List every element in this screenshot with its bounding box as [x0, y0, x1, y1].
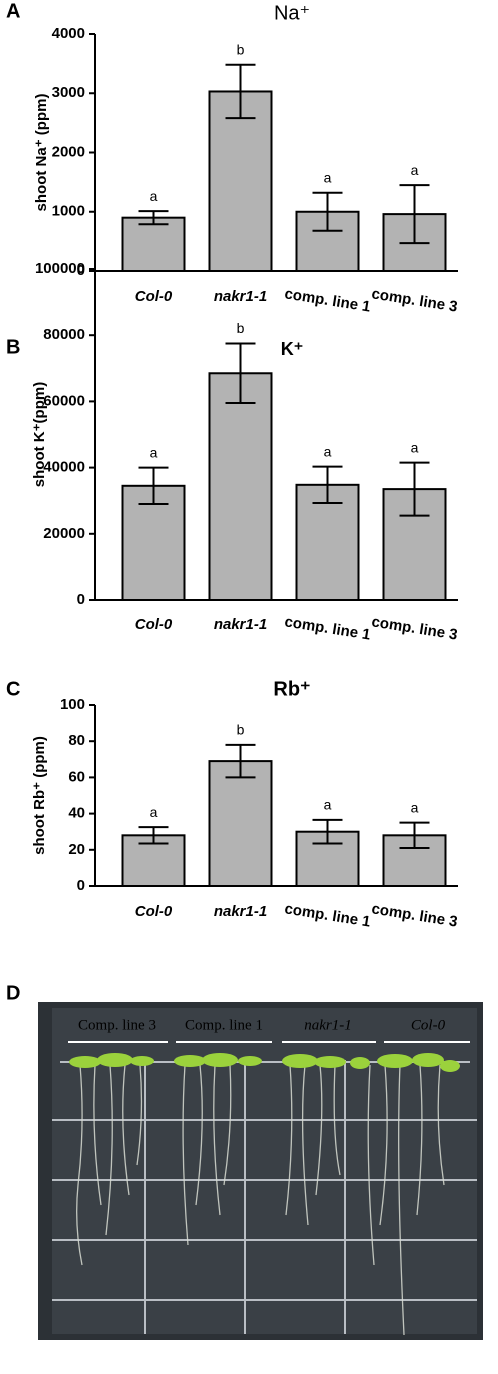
error-bar [399, 184, 430, 245]
x-tick-label: comp. line 1 [283, 613, 371, 643]
y-tick-label: 0 [77, 591, 85, 608]
photo-label: Comp. line 1 [185, 1017, 263, 1033]
bar [208, 760, 273, 887]
y-tick-label: 3000 [52, 84, 85, 101]
y-tick-label: 60000 [43, 392, 85, 409]
error-bar [225, 63, 256, 120]
bar [121, 216, 186, 273]
panel-label: A [6, 0, 20, 22]
x-tick-label: nakr1-1 [214, 288, 267, 305]
error-bar [225, 743, 256, 779]
significance-letter: b [237, 320, 245, 336]
error-bar [312, 191, 343, 232]
chart-title: Rb⁺ [273, 678, 310, 700]
y-tick-label: 0 [77, 262, 85, 279]
significance-letter: a [150, 804, 158, 820]
significance-letter: b [237, 722, 245, 738]
error-bar [312, 818, 343, 845]
roots [76, 1064, 445, 1336]
x-tick-label: comp. line 3 [370, 613, 458, 643]
chart-title: Na⁺ [274, 2, 310, 24]
significance-letter: a [324, 169, 332, 185]
y-tick-label: 40 [68, 805, 85, 822]
panel-label: C [6, 678, 20, 700]
x-tick-label: nakr1-1 [214, 616, 267, 633]
y-tick-label: 20 [68, 841, 85, 858]
error-bar [399, 461, 430, 517]
x-tick-label: Col-0 [135, 288, 173, 305]
photo-panel [38, 1002, 483, 1340]
y-tick-label: 80 [68, 732, 85, 749]
photo-label: nakr1-1 [304, 1017, 352, 1033]
x-tick-label: nakr1-1 [214, 903, 267, 920]
y-tick-label: 0 [77, 877, 85, 894]
photo-label: Col-0 [411, 1017, 446, 1033]
significance-letter: a [324, 443, 332, 459]
error-bar [225, 342, 256, 405]
x-tick-label: comp. line 1 [283, 285, 371, 315]
error-bar [138, 210, 169, 226]
error-bar [399, 821, 430, 849]
x-tick-label: comp. line 3 [370, 900, 458, 930]
significance-letter: a [324, 797, 332, 813]
photo-label: Comp. line 3 [78, 1017, 156, 1033]
significance-letter: b [237, 42, 245, 58]
significance-letter: a [411, 162, 419, 178]
y-tick-label: 2000 [52, 143, 85, 160]
y-tick-label: 100000 [35, 260, 85, 277]
x-tick-label: Col-0 [135, 903, 173, 920]
y-tick-label: 20000 [43, 525, 85, 542]
x-tick-label: comp. line 3 [370, 285, 458, 315]
significance-letter: a [411, 439, 419, 455]
y-axis-title: shoot Na⁺ (ppm) [33, 94, 50, 212]
chart-title: K⁺ [281, 339, 304, 359]
y-tick-label: 1000 [52, 203, 85, 220]
error-bar [138, 466, 169, 506]
x-tick-label: comp. line 1 [283, 900, 371, 930]
leaves [69, 1053, 460, 1072]
x-tick-label: Col-0 [135, 616, 173, 633]
bar [208, 372, 273, 602]
y-tick-label: 100 [60, 696, 85, 713]
error-bar [138, 826, 169, 845]
significance-letter: a [411, 799, 419, 815]
y-tick-label: 60 [68, 768, 85, 785]
y-tick-label: 4000 [52, 25, 85, 42]
significance-letter: a [150, 444, 158, 460]
significance-letter: a [150, 188, 158, 204]
y-tick-label: 40000 [43, 459, 85, 476]
panel-label: D [6, 982, 20, 1004]
error-bar [312, 465, 343, 505]
y-axis-title: shoot Rb⁺ (ppm) [31, 736, 48, 855]
y-axis-title: shoot K⁺(ppm) [31, 382, 48, 487]
y-tick-label: 80000 [43, 326, 85, 343]
panel-label: B [6, 336, 20, 358]
